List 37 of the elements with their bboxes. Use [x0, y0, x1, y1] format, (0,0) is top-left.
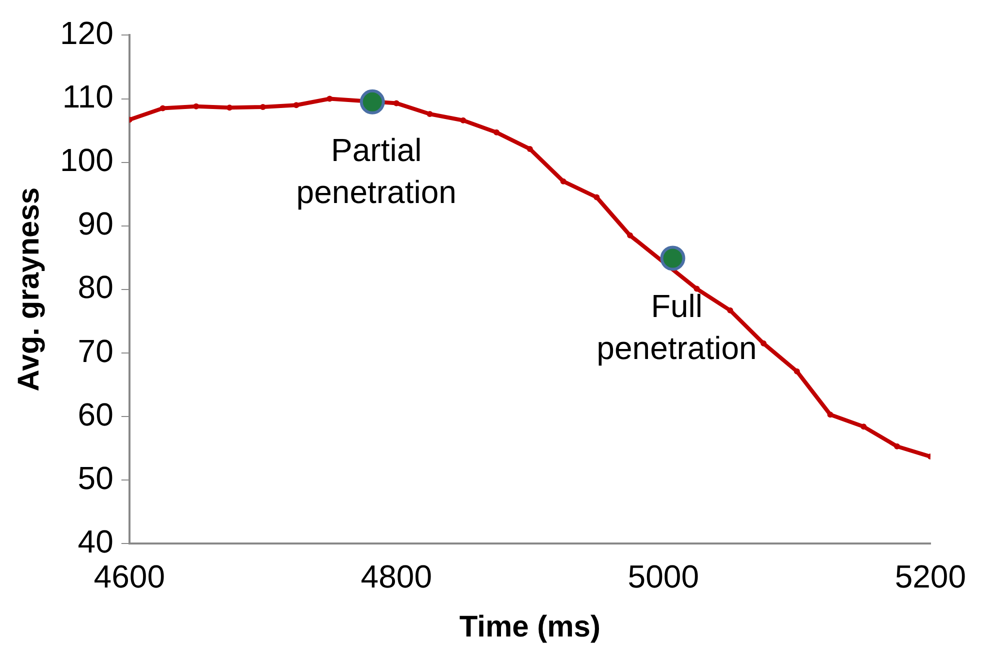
point — [360, 89, 385, 114]
point — [426, 111, 433, 117]
point — [727, 307, 734, 314]
point — [526, 146, 533, 152]
y-tick-label: 110 — [62, 78, 114, 115]
y-axis-title: Avg. grayness — [12, 187, 46, 392]
point — [594, 194, 600, 200]
y-tick-label: 120 — [60, 15, 114, 52]
x-tick-label: 5000 — [628, 558, 699, 595]
point — [694, 286, 700, 292]
y-tick-label: 40 — [78, 523, 114, 560]
y-tick-label: 60 — [78, 396, 114, 432]
point — [494, 129, 500, 136]
point — [160, 105, 166, 112]
annotation: Partial penetration — [296, 132, 456, 210]
point — [760, 340, 767, 346]
y-tick-label: 100 — [60, 142, 114, 178]
point — [660, 246, 686, 271]
point — [827, 412, 834, 418]
point — [193, 103, 200, 110]
point — [293, 102, 300, 108]
y-tick-label: 90 — [78, 206, 114, 242]
point — [794, 368, 800, 374]
point — [894, 443, 900, 450]
x-tick-label: 4600 — [94, 558, 165, 595]
point — [326, 96, 333, 102]
y-tick-label: 80 — [78, 269, 114, 306]
point — [627, 232, 634, 238]
annotation: Full penetration — [596, 288, 757, 366]
y-tick-label: 50 — [78, 460, 114, 496]
point — [460, 117, 466, 124]
point — [560, 178, 566, 184]
point — [860, 424, 867, 430]
x-tick-label: 5200 — [894, 558, 966, 595]
y-tick-label: 70 — [78, 332, 114, 369]
x-tick-label: 4800 — [360, 558, 432, 595]
x-axis-title: Time (ms) — [459, 610, 600, 644]
